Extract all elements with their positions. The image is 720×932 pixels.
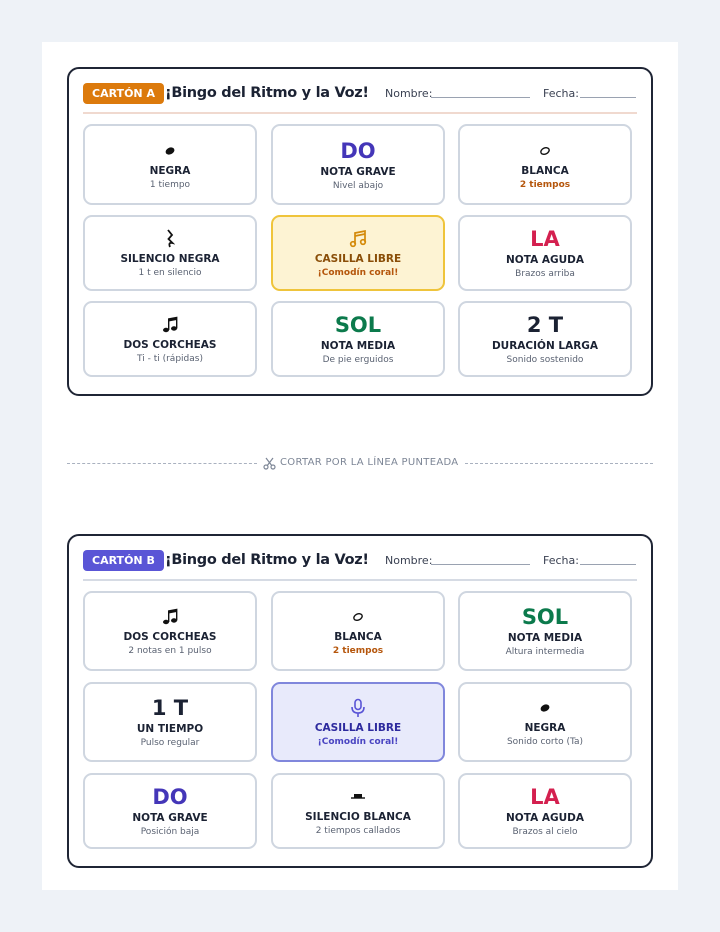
cell-big-text: 2 T [526,313,564,337]
cell-sub: 2 notas en 1 pulso [128,646,212,656]
cell-big-text: LA [530,785,560,809]
bingo-cell: LA NOTA AGUDA Brazos arriba [458,215,632,291]
cell-label: CASILLA LIBRE [314,722,402,734]
date-line [580,564,636,565]
date-label: Fecha: [543,554,579,567]
bingo-card: CARTÓN B ¡Bingo del Ritmo y la Voz! Nombre… [67,534,653,868]
cell-sub: 1 tiempo [149,179,191,190]
cell-sub: Sonido sostenido [506,355,584,365]
cell-label: NEGRA [524,722,566,734]
cell-big-text: DO [152,785,188,809]
cell-label: DOS CORCHEAS [123,631,217,643]
cell-sub: 2 tiempos callados [315,826,401,836]
dash [67,463,257,464]
cell-sub: 1 t en silencio [138,268,202,278]
cell-icon [349,786,367,808]
date-line [580,97,636,98]
cut-line: CORTAR POR LA LÍNEA PUNTEADA [67,456,653,470]
card-badge: CARTÓN B [83,550,164,571]
cell-sub: Posición baja [140,827,200,837]
cell-label: DOS CORCHEAS [123,339,217,351]
cell-big-text: 1 T [151,696,189,720]
cell-icon [162,606,178,628]
cell-icon [538,697,552,719]
bingo-cell: SILENCIO NEGRA 1 t en silencio [83,215,257,291]
bingo-cell: 1 T UN TIEMPO Pulso regular [83,682,257,762]
bingo-cell: SOL NOTA MEDIA Altura intermedia [458,591,632,671]
card-title: ¡Bingo del Ritmo y la Voz! [165,552,369,568]
bingo-card: CARTÓN A ¡Bingo del Ritmo y la Voz! Nombre… [67,67,653,396]
bingo-cell: DOS CORCHEAS Ti - ti (rápidas) [83,301,257,377]
cell-label: NOTA GRAVE [132,812,208,824]
name-line [431,97,530,98]
bingo-cell: BLANCA 2 tiempos [458,124,632,205]
scissors-icon [263,457,276,470]
bingo-cell: NEGRA 1 tiempo [83,124,257,205]
cell-icon [538,140,552,162]
cell-sub: 2 tiempos [519,179,571,190]
cell-label: NOTA MEDIA [507,632,583,644]
cell-sub: Sonido corto (Ta) [506,737,584,747]
bingo-cell: BLANCA 2 tiempos [271,591,445,671]
date-label: Fecha: [543,87,579,100]
cell-icon [162,314,178,336]
cell-icon [163,140,177,162]
cell-icon [349,697,367,719]
bingo-cell: SILENCIO BLANCA 2 tiempos callados [271,773,445,849]
cell-label: SILENCIO NEGRA [120,253,220,265]
cell-label: CASILLA LIBRE [314,253,402,265]
bingo-cell: LA NOTA AGUDA Brazos al cielo [458,773,632,849]
cell-big-text: LA [530,227,560,251]
bingo-cell: DO NOTA GRAVE Posición baja [83,773,257,849]
cell-sub: Brazos al cielo [512,827,578,837]
cell-label: NOTA AGUDA [506,254,584,266]
name-label: Nombre: [385,554,433,567]
bingo-cell: 2 T DURACIÓN LARGA Sonido sostenido [458,301,632,377]
bingo-cell: CASILLA LIBRE ¡Comodín coral! [271,215,445,291]
name-label: Nombre: [385,87,433,100]
cell-sub: 2 tiempos [332,646,384,656]
cell-label: UN TIEMPO [136,723,204,735]
cell-label: SILENCIO BLANCA [305,811,411,823]
cell-label: BLANCA [521,164,569,177]
bingo-cell: DO NOTA GRAVE Nivel abajo [271,124,445,205]
cell-sub: De pie erguidos [322,355,394,365]
cell-label: NOTA MEDIA [320,340,396,352]
header-rule [83,579,637,581]
cell-label: NEGRA [149,164,191,177]
cell-big-text: SOL [521,605,569,629]
cell-label: DURACIÓN LARGA [491,340,599,352]
dash [465,463,653,464]
cell-sub: Ti - ti (rápidas) [137,354,203,364]
bingo-cell: CASILLA LIBRE ¡Comodín coral! [271,682,445,762]
bingo-cell: DOS CORCHEAS 2 notas en 1 pulso [83,591,257,671]
cell-sub: Altura intermedia [505,647,585,657]
cell-icon [351,606,365,628]
name-line [431,564,530,565]
card-badge: CARTÓN A [83,83,164,104]
cell-big-text: SOL [334,313,382,337]
cell-sub: Brazos arriba [515,269,575,279]
cell-label: NOTA AGUDA [506,812,584,824]
bingo-cell: NEGRA Sonido corto (Ta) [458,682,632,762]
cell-big-text: DO [340,138,376,163]
cell-sub: Pulso regular [140,738,200,748]
bingo-cell: SOL NOTA MEDIA De pie erguidos [271,301,445,377]
cell-label: BLANCA [334,631,382,643]
header-rule [83,112,637,114]
cut-text: CORTAR POR LA LÍNEA PUNTEADA [280,457,459,468]
cell-icon [348,228,368,250]
cell-sub: Nivel abajo [332,180,384,191]
cell-sub: ¡Comodín coral! [317,268,399,278]
cell-icon [165,228,175,250]
cell-label: NOTA GRAVE [320,165,396,178]
cell-sub: ¡Comodín coral! [317,737,399,747]
card-title: ¡Bingo del Ritmo y la Voz! [165,85,369,101]
